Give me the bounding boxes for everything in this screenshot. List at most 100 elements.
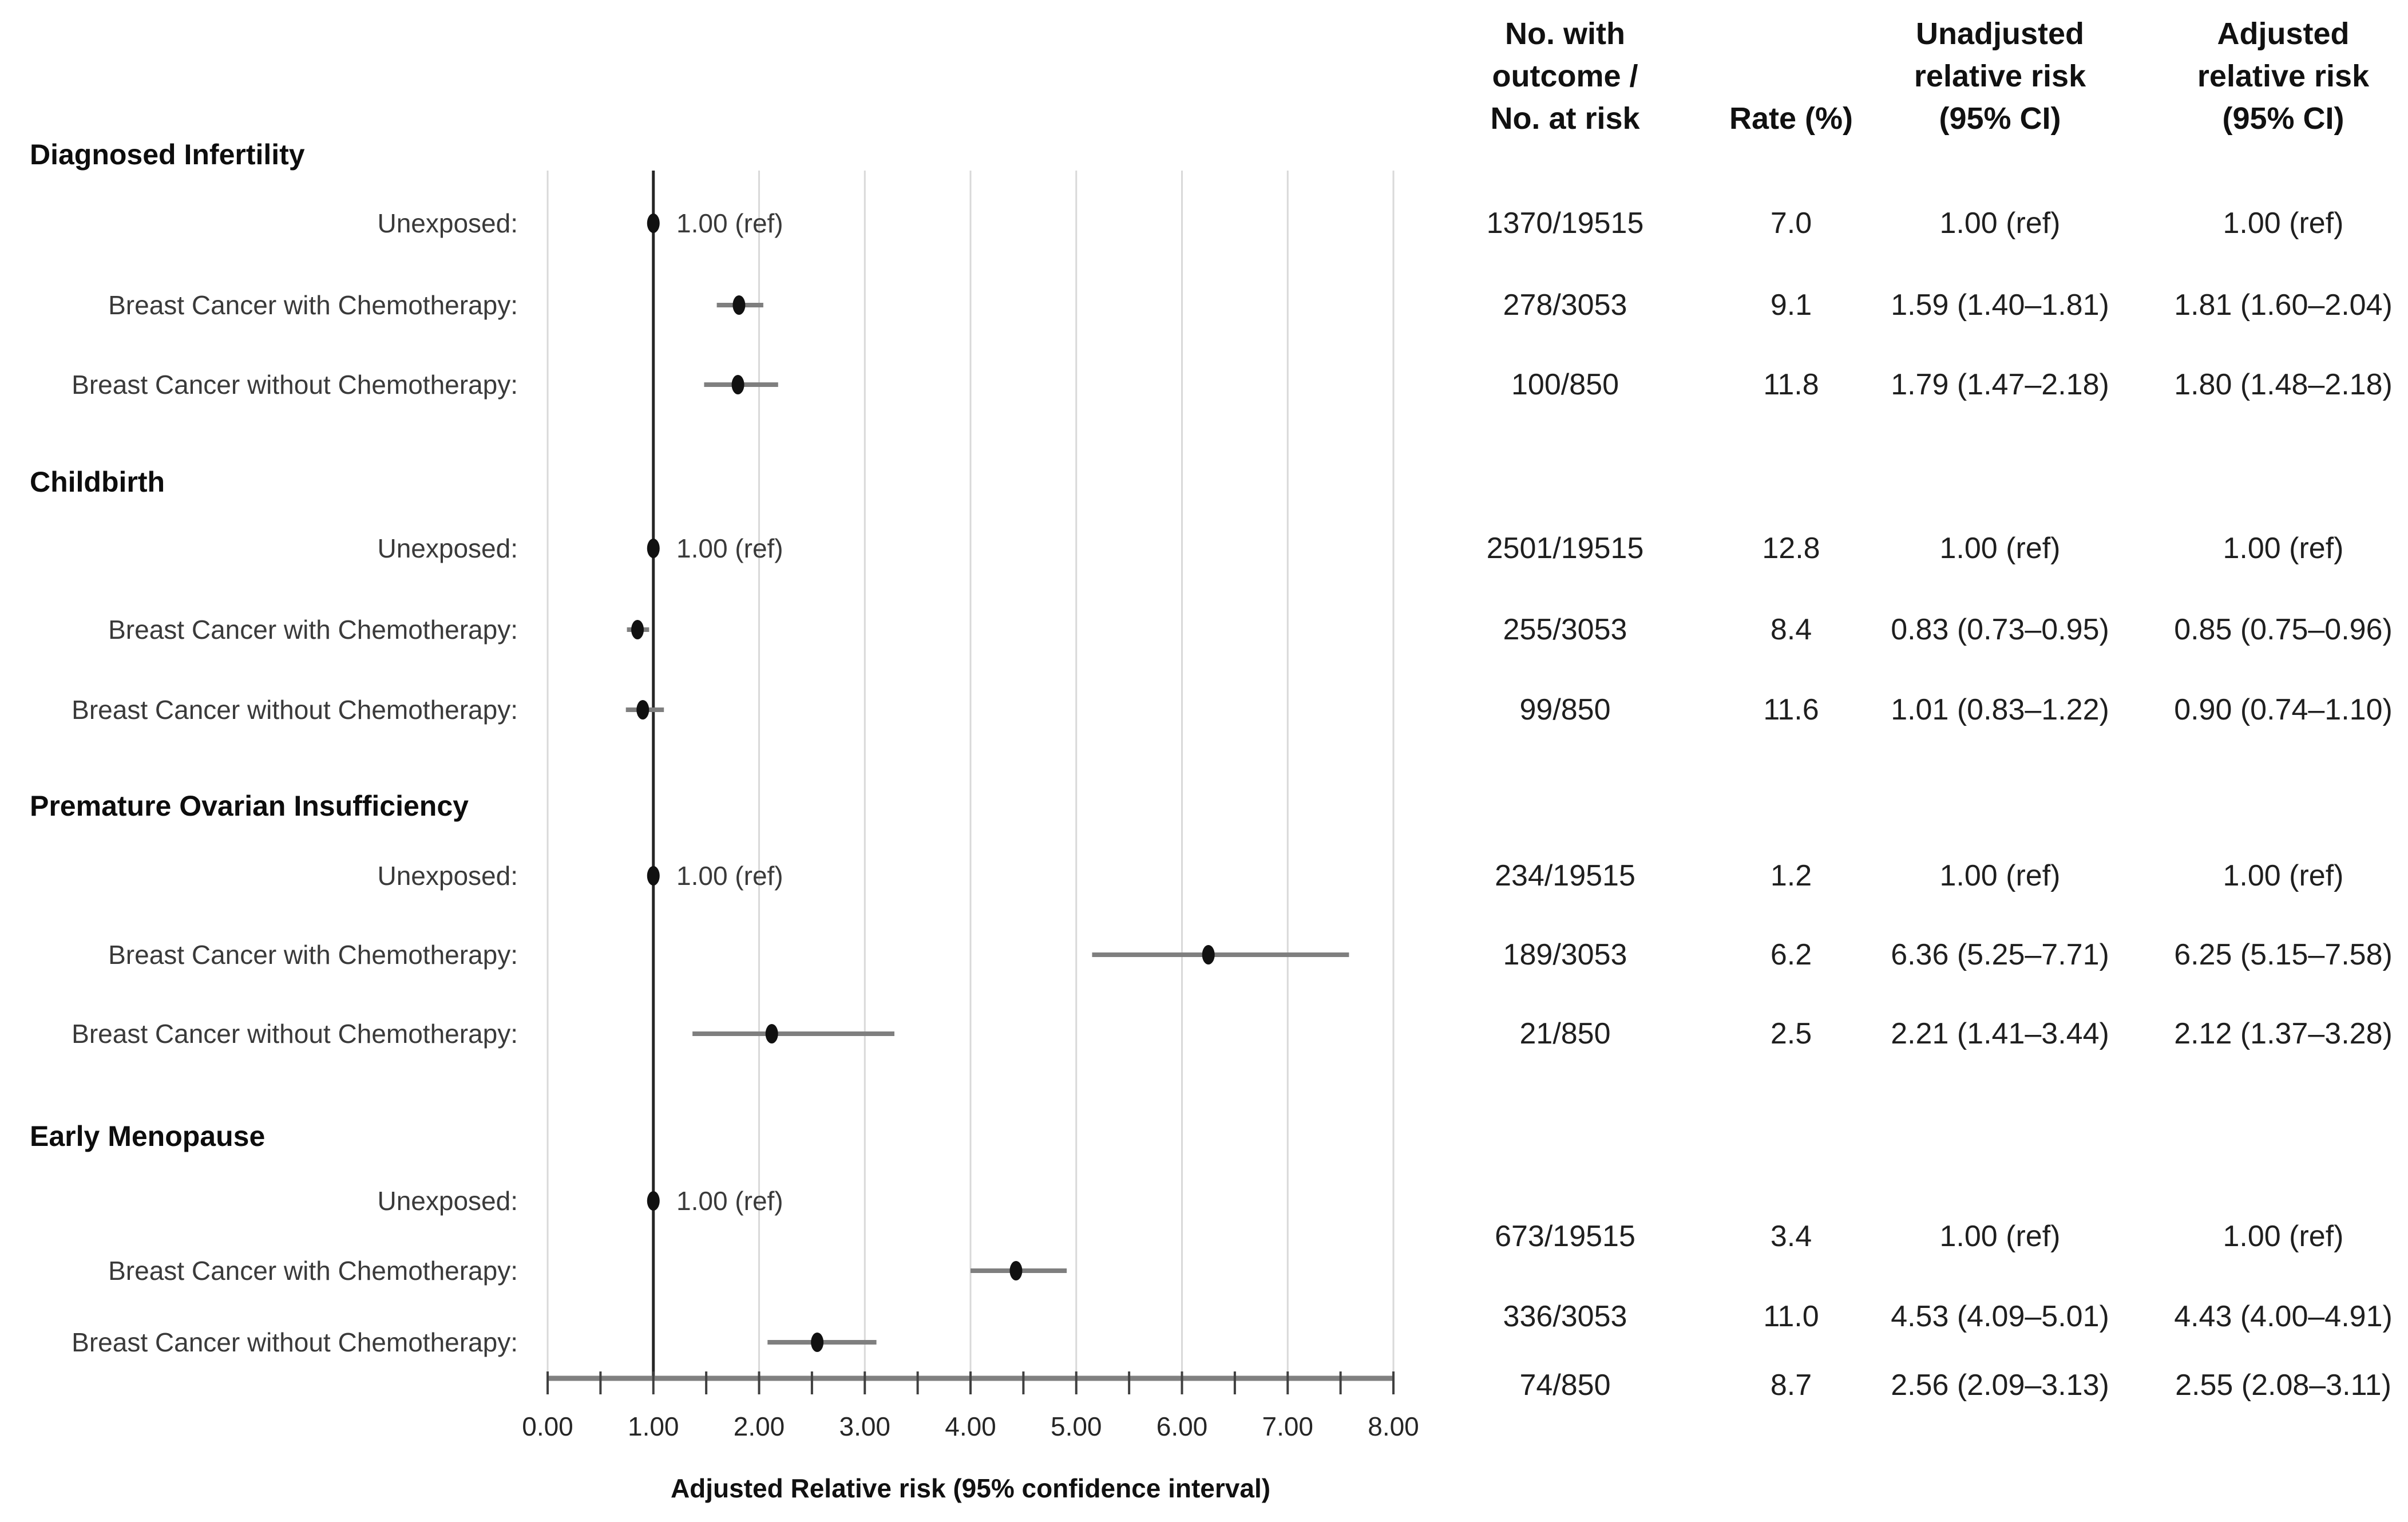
table-cell-adjusted-rr: 1.81 (1.60–2.04) [2174, 288, 2393, 322]
table-cell-adjusted-rr: 1.00 (ref) [2223, 1220, 2344, 1253]
point-marker [731, 375, 744, 394]
table-cell-adjusted-rr: 0.85 (0.75–0.96) [2174, 613, 2393, 646]
table-cell-outcome: 234/19515 [1495, 859, 1635, 892]
table-header-line: (95% CI) [1939, 101, 2061, 136]
point-marker [631, 620, 644, 639]
table-cell-rate: 6.2 [1770, 938, 1812, 971]
x-axis-title: Adjusted Relative risk (95% confidence i… [671, 1473, 1270, 1503]
table-cell-outcome: 21/850 [1519, 1017, 1611, 1050]
table-cell-adjusted-rr: 1.00 (ref) [2223, 532, 2344, 565]
table-cell-unadjusted-rr: 4.53 (4.09–5.01) [1891, 1300, 2109, 1333]
table-cell-rate: 8.4 [1770, 613, 1812, 646]
table-header-line: Adjusted [2217, 17, 2350, 51]
table-cell-unadjusted-rr: 2.56 (2.09–3.13) [1891, 1369, 2109, 1402]
table-cell-adjusted-rr: 4.43 (4.00–4.91) [2174, 1300, 2393, 1333]
axis-tick-label: 2.00 [734, 1412, 785, 1441]
table-cell-adjusted-rr: 1.00 (ref) [2223, 859, 2344, 892]
point-marker [647, 214, 660, 233]
axis-tick-label: 7.00 [1262, 1412, 1313, 1441]
table-header-rate: Rate (%) [1729, 97, 1853, 140]
table-cell-outcome: 74/850 [1519, 1369, 1611, 1402]
row-label: Unexposed: [378, 1186, 518, 1216]
row-label: Breast Cancer without Chemotherapy: [72, 695, 518, 725]
table-cell-rate: 7.0 [1770, 207, 1812, 240]
table-cell-adjusted-rr: 0.90 (0.74–1.10) [2174, 693, 2393, 726]
point-marker [732, 295, 746, 315]
table-cell-adjusted-rr: 2.12 (1.37–3.28) [2174, 1017, 2393, 1050]
section-title: Premature Ovarian Insufficiency [30, 790, 469, 822]
section-title: Diagnosed Infertility [30, 139, 305, 171]
axis-tick-label: 1.00 [628, 1412, 679, 1441]
table-cell-unadjusted-rr: 0.83 (0.73–0.95) [1891, 613, 2109, 646]
table-cell-unadjusted-rr: 1.00 (ref) [1939, 532, 2061, 565]
row-label: Breast Cancer without Chemotherapy: [72, 370, 518, 400]
table-cell-unadjusted-rr: 1.00 (ref) [1939, 859, 2061, 892]
table-header-line: relative risk [1914, 59, 2086, 93]
table-cell-rate: 11.8 [1763, 368, 1819, 401]
table-header-unadjusted-rr: Unadjusted relative risk (95% CI) [1914, 13, 2086, 140]
row-label: Breast Cancer with Chemotherapy: [108, 290, 518, 320]
axis-tick-label: 0.00 [522, 1412, 573, 1441]
table-cell-unadjusted-rr: 1.01 (0.83–1.22) [1891, 693, 2109, 726]
gridlines-group [546, 171, 1395, 1378]
table-cell-unadjusted-rr: 6.36 (5.25–7.71) [1891, 938, 2109, 971]
point-marker [636, 700, 649, 720]
table-cell-outcome: 100/850 [1511, 368, 1619, 401]
reference-annotation: 1.00 (ref) [676, 208, 783, 238]
row-label: Breast Cancer without Chemotherapy: [72, 1019, 518, 1049]
table-cell-unadjusted-rr: 1.00 (ref) [1939, 207, 2061, 240]
row-label: Unexposed: [378, 208, 518, 238]
row-label: Breast Cancer with Chemotherapy: [108, 1256, 518, 1286]
reference-annotation: 1.00 (ref) [676, 533, 783, 563]
table-cell-adjusted-rr: 1.00 (ref) [2223, 207, 2344, 240]
reference-annotation: 1.00 (ref) [676, 1186, 783, 1216]
point-marker [647, 866, 660, 885]
row-label: Breast Cancer with Chemotherapy: [108, 615, 518, 645]
table-cell-adjusted-rr: 6.25 (5.15–7.58) [2174, 938, 2393, 971]
reference-annotation: 1.00 (ref) [676, 861, 783, 891]
table-cell-unadjusted-rr: 1.00 (ref) [1939, 1220, 2061, 1253]
point-marker [811, 1333, 824, 1352]
table-header-adjusted-rr: Adjusted relative risk (95% CI) [2197, 13, 2369, 140]
table-cell-unadjusted-rr: 1.79 (1.47–2.18) [1891, 368, 2109, 401]
table-header-line: relative risk [2197, 59, 2370, 93]
row-label: Unexposed: [378, 861, 518, 891]
table-cell-outcome: 255/3053 [1503, 613, 1627, 646]
table-header-line: No. with [1505, 17, 1625, 51]
table-header-line: Unadjusted [1915, 17, 2085, 51]
table-cell-rate: 11.0 [1763, 1300, 1819, 1333]
table-cell-unadjusted-rr: 1.59 (1.40–1.81) [1891, 288, 2109, 322]
point-marker [647, 1191, 660, 1211]
table-cell-rate: 1.2 [1770, 859, 1812, 892]
table-cell-rate: 11.6 [1763, 693, 1819, 726]
table-header-line: outcome / [1492, 59, 1638, 93]
table-cell-adjusted-rr: 1.80 (1.48–2.18) [2174, 368, 2393, 401]
table-cell-outcome: 673/19515 [1495, 1220, 1635, 1253]
row-label: Breast Cancer with Chemotherapy: [108, 940, 518, 970]
table-cell-outcome: 2501/19515 [1486, 532, 1644, 565]
plot-rows-group: Diagnosed Infertility Unexposed: 1.00 (ref… [30, 139, 1349, 1357]
table-cell-outcome: 1370/19515 [1486, 207, 1644, 240]
axis-group: 0.00 1.00 2.00 3.00 4.00 5.00 6.00 7.00 8.00 Adju… [522, 1371, 1419, 1503]
section-title: Childbirth [30, 466, 165, 498]
table-cell-outcome: 278/3053 [1503, 288, 1627, 322]
table-header-line: Rate (%) [1729, 101, 1853, 136]
table-header-line: (95% CI) [2222, 101, 2344, 136]
table-cell-outcome: 99/850 [1519, 693, 1611, 726]
table-cell-rate: 9.1 [1770, 288, 1812, 322]
row-label: Unexposed: [378, 533, 518, 563]
axis-tick-label: 4.00 [945, 1412, 996, 1441]
table-header-line: No. at risk [1490, 101, 1640, 136]
table-cell-outcome: 189/3053 [1503, 938, 1627, 971]
axis-tick-label: 8.00 [1368, 1412, 1419, 1441]
table-cell-rate: 12.8 [1762, 532, 1820, 565]
row-label: Breast Cancer without Chemotherapy: [72, 1327, 518, 1357]
axis-tick-label: 6.00 [1157, 1412, 1208, 1441]
point-marker [1009, 1261, 1023, 1280]
axis-tick-label: 5.00 [1051, 1412, 1102, 1441]
section-title: Early Menopause [30, 1120, 265, 1152]
table-cell-adjusted-rr: 2.55 (2.08–3.11) [2175, 1369, 2391, 1402]
table-cell-unadjusted-rr: 2.21 (1.41–3.44) [1891, 1017, 2109, 1050]
